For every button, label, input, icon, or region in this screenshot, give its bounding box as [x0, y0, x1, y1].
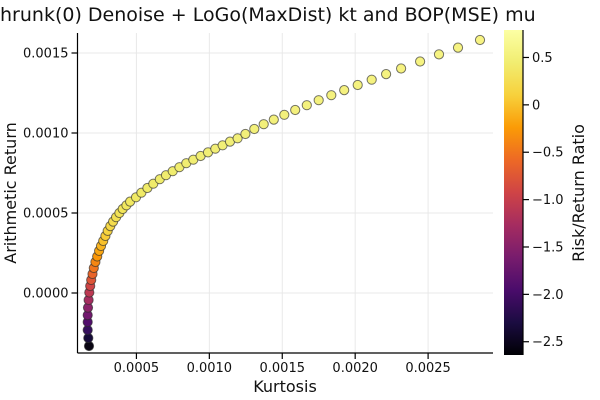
scatter-points	[82, 34, 486, 352]
y-tick-label: 0.0005	[23, 207, 69, 222]
colorbar-tick-label: −1.5	[532, 240, 564, 255]
data-point	[290, 104, 301, 116]
colorbar-bar	[504, 30, 523, 355]
y-tick-label: 0.0000	[23, 287, 69, 302]
data-point	[279, 109, 290, 120]
data-point	[396, 63, 407, 74]
colorbar-label: Risk/Return Ratio	[569, 124, 588, 262]
x-tick-label: 0.0005	[114, 361, 160, 376]
data-point	[474, 34, 486, 46]
axis-tick-labels: 0.0005 0.0010 0.0015 0.0020 0.0025 0.0000 0.00…	[23, 47, 451, 377]
data-point	[258, 119, 269, 130]
x-tick-label: 0.0010	[187, 361, 233, 376]
data-point	[366, 74, 377, 85]
data-point	[433, 49, 445, 60]
data-point	[268, 114, 279, 125]
colorbar-tick-label: 0	[532, 98, 540, 113]
colorbar-tick-label: −2.5	[532, 335, 564, 350]
x-axis-label: Kurtosis	[253, 377, 317, 396]
data-point	[232, 133, 243, 144]
y-axis-label: Arithmetic Return	[1, 122, 20, 264]
y-tick-label: 0.0010	[23, 127, 69, 142]
colorbar-tick-label: −1.0	[532, 193, 564, 208]
data-point	[301, 100, 312, 111]
x-tick-label: 0.0025	[405, 361, 451, 376]
colorbar-tick-label: −2.0	[532, 288, 564, 303]
y-tick-label: 0.0015	[23, 47, 69, 62]
data-point	[240, 128, 251, 140]
x-tick-label: 0.0020	[332, 361, 378, 376]
axes-spines	[76, 33, 493, 354]
colorbar: 0.5 0 −0.5 −1.0 −1.5 −2.0 −2.5	[504, 30, 564, 355]
data-point	[326, 90, 337, 101]
data-point	[313, 95, 324, 106]
chart-title: hrunk(0) Denoise + LoGo(MaxDist) kt and …	[0, 4, 536, 26]
data-point	[352, 79, 363, 91]
colorbar-tick-label: 0.5	[532, 51, 553, 66]
colorbar-tick-label: −0.5	[532, 146, 564, 161]
data-point	[381, 69, 392, 80]
data-point	[339, 85, 350, 96]
x-tick-label: 0.0015	[260, 361, 306, 376]
data-point	[249, 123, 260, 135]
axis-ticks	[71, 52, 429, 359]
data-point	[415, 56, 426, 67]
data-point	[452, 42, 464, 53]
